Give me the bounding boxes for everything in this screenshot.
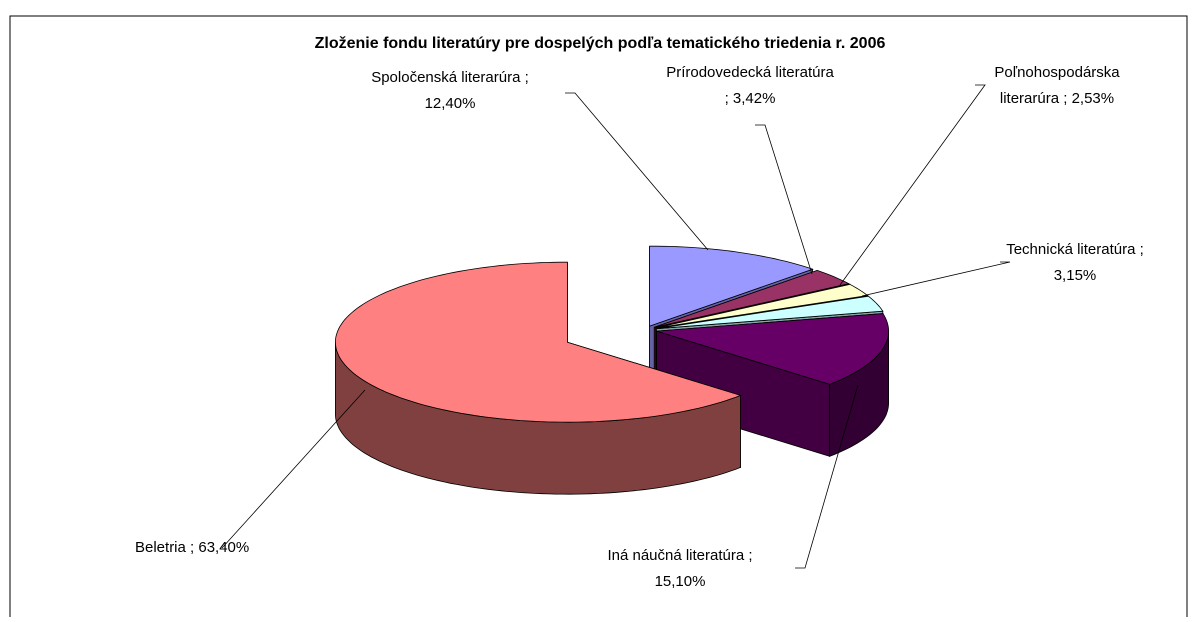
chart-title: Zloženie fondu literatúry pre dospelých … bbox=[315, 35, 886, 52]
slice bbox=[656, 295, 884, 330]
leader-line bbox=[795, 384, 859, 569]
leader-line bbox=[755, 124, 813, 275]
leader-line bbox=[565, 92, 709, 251]
data-label: 15,10% bbox=[655, 573, 706, 590]
slice bbox=[649, 245, 814, 327]
slice bbox=[656, 313, 889, 385]
slice bbox=[654, 269, 850, 328]
data-label: Spoločenská literarúra ; bbox=[371, 69, 529, 86]
data-label: Technická literatúra ; bbox=[1006, 241, 1144, 258]
leader-line bbox=[839, 84, 986, 286]
data-label: Iná náučná literatúra ; bbox=[607, 547, 752, 564]
leader-line bbox=[221, 389, 366, 549]
data-label: ; 3,42% bbox=[725, 90, 776, 107]
chart-frame bbox=[9, 15, 1188, 617]
data-label: Beletria ; 63,40% bbox=[135, 539, 249, 556]
data-label: 12,40% bbox=[425, 95, 476, 112]
data-label: literarúra ; 2,53% bbox=[1000, 90, 1114, 107]
slice bbox=[334, 261, 742, 423]
data-label: Poľnohospodárska bbox=[994, 64, 1120, 81]
data-label: Prírodovedecká literatúra bbox=[666, 64, 834, 81]
data-label: 3,15% bbox=[1054, 267, 1097, 284]
leader-line bbox=[861, 261, 1011, 297]
